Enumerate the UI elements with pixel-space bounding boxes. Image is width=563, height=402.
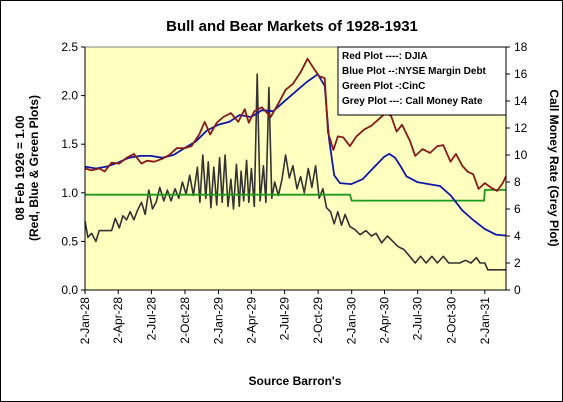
series-layer bbox=[84, 57, 507, 271]
x-tick-label: 2-Jul-30 bbox=[411, 297, 425, 341]
chart-title: Bull and Bear Markets of 1928-1931 bbox=[166, 18, 418, 35]
legend-box bbox=[337, 46, 507, 116]
y-tick-label: 0.0 bbox=[61, 283, 78, 297]
y-tick-label: 0.5 bbox=[61, 234, 78, 248]
x-tick-label: 2-Oct-28 bbox=[178, 297, 192, 344]
x-tick-label: 2-Apr-28 bbox=[111, 297, 125, 344]
y2-tick-label: 4 bbox=[514, 229, 521, 243]
x-tick-label: 2-Oct-29 bbox=[311, 297, 325, 344]
y2-tick-label: 14 bbox=[514, 94, 528, 108]
legend-entry: Grey Plot ---: Call Money Rate bbox=[342, 96, 483, 107]
x-tick-label: 2-Jan-28 bbox=[78, 297, 92, 345]
y2-tick-label: 12 bbox=[514, 121, 528, 135]
y-axis-label-line: (Red, Blue & Green Plots) bbox=[27, 95, 41, 241]
x-tick-label: 2-Jul-28 bbox=[144, 297, 158, 341]
y2-axis-label: Call Money Rate (Grey Plot) bbox=[547, 89, 561, 246]
x-axis-label: Source Barron's bbox=[249, 374, 342, 388]
series-line-red bbox=[84, 57, 507, 192]
y-axis-label-line: 08 Feb 1926 = 1.00 bbox=[13, 115, 27, 220]
legend-entry: Red Plot ----: DJIA bbox=[342, 51, 428, 62]
y2-tick-label: 10 bbox=[514, 148, 528, 162]
y-tick-label: 1.0 bbox=[61, 186, 78, 200]
y2-tick-label: 6 bbox=[514, 202, 521, 216]
legend-entry: Green Plot -:CinC bbox=[342, 81, 425, 92]
y2-tick-label: 2 bbox=[514, 256, 521, 270]
y2-tick-label: 0 bbox=[514, 283, 521, 297]
x-tick-label: 2-Apr-30 bbox=[378, 297, 392, 344]
series-line-grey bbox=[84, 73, 506, 271]
x-tick-label: 2-Jan-30 bbox=[345, 297, 359, 345]
x-tick-label: 2-Jul-29 bbox=[278, 297, 292, 341]
x-tick-label: 2-Apr-29 bbox=[244, 297, 258, 344]
x-tick-label: 2-Jan-31 bbox=[478, 297, 492, 345]
y2-tick-label: 8 bbox=[514, 175, 521, 189]
x-tick-label: 2-Oct-30 bbox=[444, 297, 458, 344]
legend: Red Plot ----: DJIA Blue Plot --:NYSE Mar… bbox=[337, 46, 507, 116]
x-tick-label: 2-Jan-29 bbox=[212, 297, 226, 345]
y2-tick-label: 16 bbox=[514, 67, 528, 81]
y-axis-label: 08 Feb 1926 = 1.00(Red, Blue & Green Plo… bbox=[13, 95, 41, 241]
axes-layer: 0.0 0.5 1.0 1.5 2.0 2.5 0 2 4 6 8 10 12 14 16 18 2-Jan-2… bbox=[61, 40, 527, 344]
y-tick-label: 2.5 bbox=[61, 40, 78, 54]
legend-entry: Blue Plot --:NYSE Margin Debt bbox=[342, 66, 487, 77]
y-tick-label: 2.0 bbox=[61, 89, 78, 103]
y2-tick-label: 18 bbox=[514, 40, 528, 54]
series-line-green bbox=[85, 188, 506, 202]
y-tick-label: 1.5 bbox=[61, 137, 78, 151]
